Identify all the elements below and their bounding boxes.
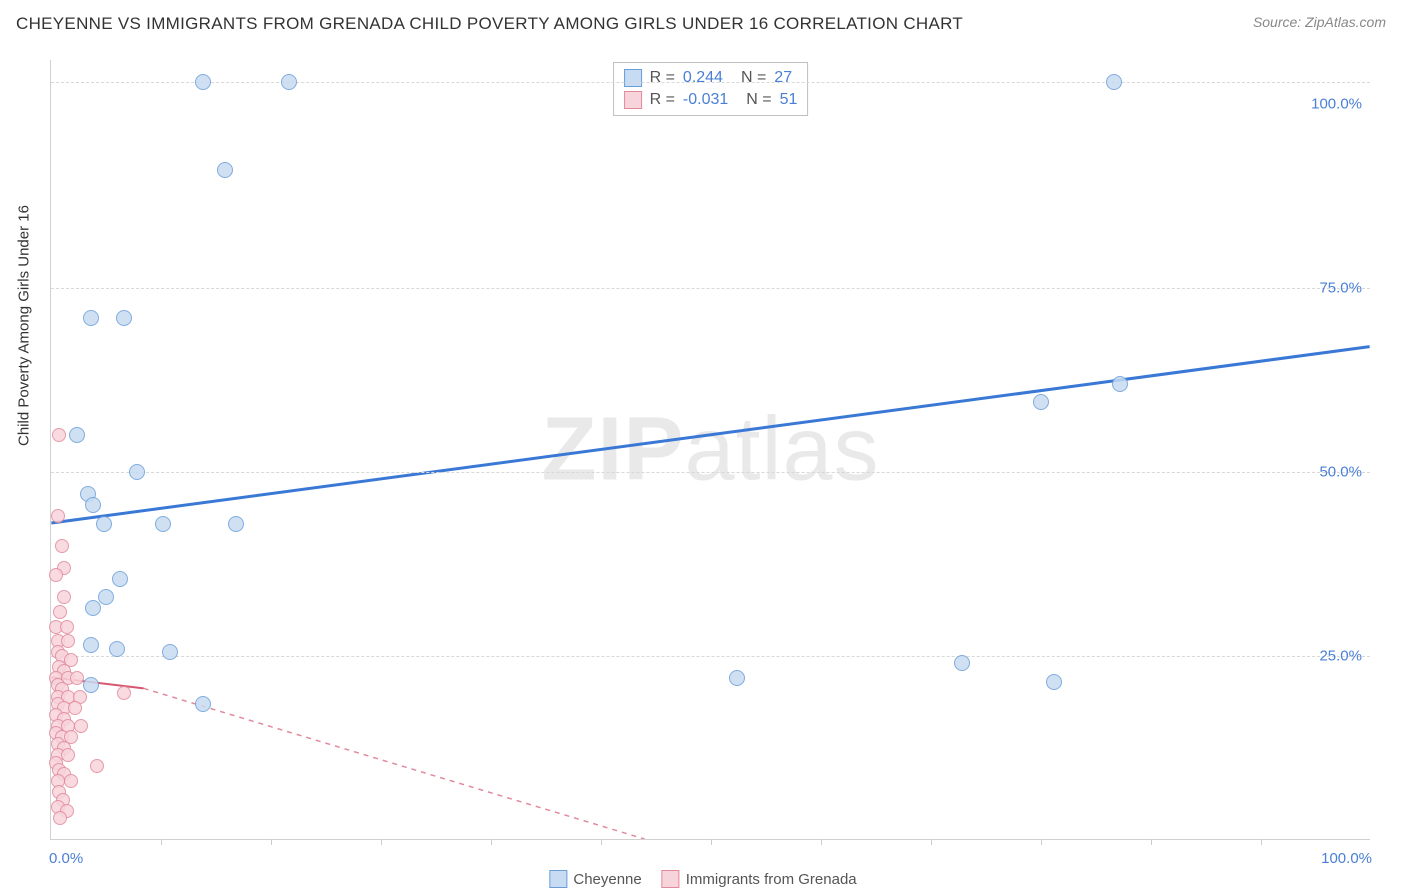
swatch-cheyenne [549,870,567,888]
data-point-cheyenne [281,74,297,90]
data-point-grenada [51,509,65,523]
source-label: Source: [1253,14,1301,30]
data-point-grenada [74,719,88,733]
x-tick-label: 0.0% [49,850,83,867]
legend-n-label: N = [746,91,771,109]
trend-line [144,688,645,839]
data-point-grenada [60,620,74,634]
y-axis-label: Child Poverty Among Girls Under 16 [16,205,33,446]
data-point-cheyenne [954,655,970,671]
data-point-grenada [57,590,71,604]
data-point-grenada [53,605,67,619]
x-tick [381,839,382,845]
legend-row-grenada: R = -0.031 N = 51 [624,89,798,111]
data-point-cheyenne [69,427,85,443]
y-tick-label: 100.0% [1311,96,1362,113]
data-point-grenada [64,774,78,788]
data-point-cheyenne [98,589,114,605]
x-tick [491,839,492,845]
data-point-cheyenne [116,310,132,326]
data-point-cheyenne [112,571,128,587]
x-tick [1151,839,1152,845]
y-tick-label: 25.0% [1319,648,1362,665]
legend-r-value-grenada: -0.031 [683,91,728,109]
data-point-cheyenne [217,162,233,178]
data-point-grenada [53,811,67,825]
data-point-cheyenne [1033,394,1049,410]
data-point-cheyenne [1112,376,1128,392]
correlation-legend: R = 0.244 N = 27 R = -0.031 N = 51 [613,62,809,116]
legend-r-label: R = [650,91,675,109]
data-point-grenada [117,686,131,700]
x-tick [601,839,602,845]
x-tick [1261,839,1262,845]
legend-r-label: R = [650,69,675,87]
trend-lines-overlay [51,60,1370,839]
data-point-cheyenne [162,644,178,660]
gridline [51,288,1370,289]
gridline [51,472,1370,473]
legend-r-value-cheyenne: 0.244 [683,69,723,87]
data-point-cheyenne [729,670,745,686]
series-legend: Cheyenne Immigrants from Grenada [549,870,856,888]
chart-title: CHEYENNE VS IMMIGRANTS FROM GRENADA CHIL… [16,14,963,34]
data-point-cheyenne [129,464,145,480]
x-tick-label: 100.0% [1321,850,1372,867]
trend-line [51,347,1369,523]
watermark: ZIPatlas [541,398,879,501]
data-point-cheyenne [96,516,112,532]
data-point-grenada [55,539,69,553]
legend-label-cheyenne: Cheyenne [573,871,641,888]
plot-area: ZIPatlas R = 0.244 N = 27 R = -0.031 N =… [50,60,1370,840]
legend-label-grenada: Immigrants from Grenada [686,871,857,888]
source-name: ZipAtlas.com [1305,14,1386,30]
data-point-cheyenne [85,497,101,513]
data-point-grenada [61,634,75,648]
source-attribution: Source: ZipAtlas.com [1253,14,1386,30]
x-tick [821,839,822,845]
data-point-grenada [61,748,75,762]
swatch-cheyenne [624,69,642,87]
data-point-cheyenne [155,516,171,532]
legend-item-grenada: Immigrants from Grenada [662,870,857,888]
data-point-cheyenne [83,310,99,326]
data-point-cheyenne [85,600,101,616]
legend-item-cheyenne: Cheyenne [549,870,641,888]
data-point-cheyenne [195,696,211,712]
y-tick-label: 50.0% [1319,464,1362,481]
chart-container: CHEYENNE VS IMMIGRANTS FROM GRENADA CHIL… [0,0,1406,892]
data-point-grenada [49,568,63,582]
x-tick [711,839,712,845]
data-point-cheyenne [195,74,211,90]
data-point-grenada [90,759,104,773]
x-tick [931,839,932,845]
x-tick [1041,839,1042,845]
data-point-cheyenne [228,516,244,532]
data-point-cheyenne [1046,674,1062,690]
gridline [51,656,1370,657]
legend-n-label: N = [741,69,766,87]
legend-row-cheyenne: R = 0.244 N = 27 [624,67,798,89]
y-tick-label: 75.0% [1319,280,1362,297]
data-point-cheyenne [83,677,99,693]
x-tick [271,839,272,845]
swatch-grenada [624,91,642,109]
data-point-cheyenne [109,641,125,657]
data-point-grenada [68,701,82,715]
x-tick [161,839,162,845]
legend-n-value-grenada: 51 [780,91,798,109]
data-point-cheyenne [1106,74,1122,90]
legend-n-value-cheyenne: 27 [774,69,792,87]
data-point-grenada [52,428,66,442]
swatch-grenada [662,870,680,888]
gridline [51,82,1370,83]
data-point-cheyenne [83,637,99,653]
